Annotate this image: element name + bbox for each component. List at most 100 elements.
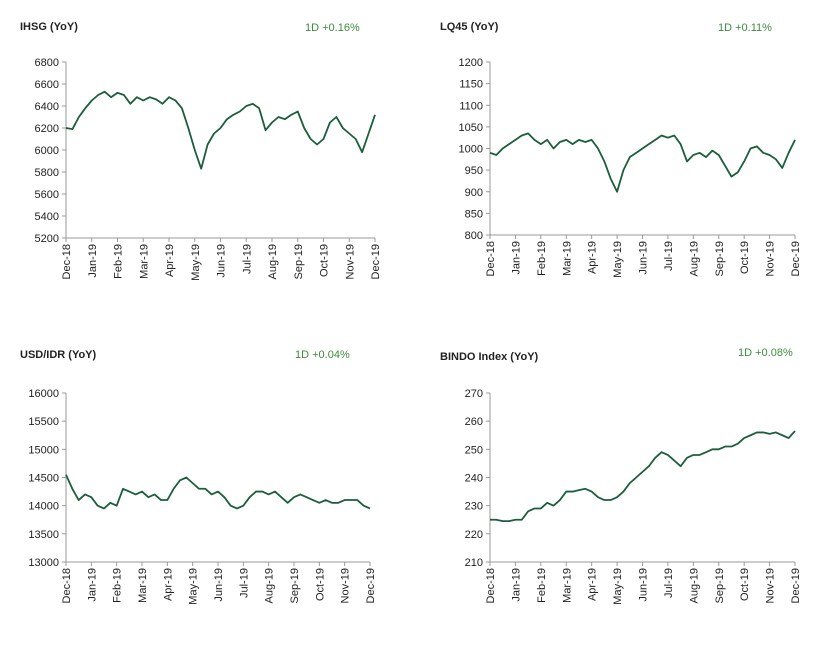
x-tick-label: Dec-19: [790, 241, 802, 276]
x-tick-label: Aug-19: [688, 568, 700, 603]
chart-title: BINDO Index (YoY): [440, 351, 539, 363]
y-tick-label: 6600: [35, 79, 59, 91]
y-tick-label: 1200: [459, 57, 483, 69]
y-tick-label: 6400: [35, 101, 59, 113]
x-tick-label: Dec-18: [485, 568, 497, 603]
y-tick-label: 240: [465, 473, 483, 485]
y-tick-label: 5400: [35, 211, 59, 223]
x-tick-label: Feb-19: [113, 244, 125, 279]
x-tick-label: Mar-19: [561, 241, 573, 276]
y-tick-label: 6000: [35, 145, 59, 157]
x-tick-label: Dec-19: [365, 568, 377, 603]
y-tick-label: 900: [465, 187, 483, 199]
y-tick-label: 250: [465, 444, 483, 456]
x-tick-label: Feb-19: [112, 568, 124, 603]
x-tick-label: Dec-18: [485, 241, 497, 276]
y-tick-label: 1150: [459, 79, 483, 91]
y-tick-label: 13000: [28, 557, 59, 569]
x-tick-label: Apr-19: [164, 244, 176, 277]
chart-panel: USD/IDR (YoY) 1D +0.04% 13000 13500 14000 145…: [20, 349, 377, 605]
x-tick-label: Apr-19: [587, 241, 599, 274]
y-tick-label: 6200: [35, 123, 59, 135]
x-tick-label: Oct-19: [739, 568, 751, 601]
x-tick-label: Nov-19: [765, 568, 777, 603]
x-tick-label: Mar-19: [137, 568, 149, 603]
x-tick-label: May-19: [612, 241, 624, 278]
y-tick-label: 14000: [28, 501, 59, 513]
y-tick-label: 5800: [35, 167, 59, 179]
x-tick-label: Oct-19: [314, 568, 326, 601]
y-tick-label: 260: [465, 416, 483, 428]
y-tick-label: 1000: [459, 144, 483, 156]
y-tick-label: 950: [465, 165, 483, 177]
x-tick-label: Sep-19: [714, 568, 726, 603]
x-tick-label: Sep-19: [293, 244, 305, 279]
x-tick-label: Nov-19: [344, 244, 356, 279]
y-tick-label: 850: [465, 208, 483, 220]
x-tick-label: Aug-19: [264, 568, 276, 603]
series-line: [65, 90, 376, 170]
change-annotation: 1D +0.04%: [295, 349, 350, 361]
x-tick-label: Jan-19: [510, 241, 522, 275]
chart-title: LQ45 (YoY): [440, 21, 499, 33]
x-tick-label: Apr-19: [162, 568, 174, 601]
x-tick-label: Oct-19: [739, 241, 751, 274]
x-tick-label: Feb-19: [536, 241, 548, 276]
x-tick-label: Aug-19: [267, 244, 279, 279]
y-tick-label: 270: [465, 388, 483, 400]
y-tick-label: 15500: [28, 416, 59, 428]
x-tick-label: Dec-19: [790, 568, 802, 603]
x-tick-label: Mar-19: [561, 568, 573, 603]
x-tick-label: Mar-19: [138, 244, 150, 279]
y-tick-label: 5200: [35, 233, 59, 245]
y-tick-label: 800: [465, 230, 483, 242]
chart-panel: IHSG (YoY) 1D +0.16% 5200 5400 5600 5800 6000 6…: [20, 21, 382, 281]
x-tick-label: May-19: [612, 568, 624, 605]
x-tick-label: Jul-19: [663, 241, 675, 271]
x-tick-label: Jul-19: [238, 568, 250, 598]
series-line: [489, 132, 796, 193]
x-tick-label: Sep-19: [714, 241, 726, 276]
x-tick-label: Dec-18: [61, 244, 73, 279]
y-tick-label: 13500: [28, 529, 59, 541]
x-tick-label: Nov-19: [765, 241, 777, 276]
y-tick-label: 16000: [28, 388, 59, 400]
y-tick-label: 6800: [35, 57, 59, 69]
x-tick-label: Dec-19: [370, 244, 382, 279]
change-annotation: 1D +0.16%: [305, 22, 360, 34]
series-line: [490, 430, 796, 523]
change-annotation: 1D +0.08%: [738, 347, 793, 359]
y-tick-label: 230: [465, 501, 483, 513]
x-tick-label: Dec-18: [61, 568, 73, 603]
change-annotation: 1D +0.11%: [718, 22, 772, 34]
y-tick-label: 1050: [459, 122, 483, 134]
chart-title: IHSG (YoY): [20, 21, 78, 33]
x-tick-label: Jun-19: [638, 568, 650, 602]
chart-title: USD/IDR (YoY): [20, 349, 97, 361]
chart-panel: LQ45 (YoY) 1D +0.11% 800 850 900 950 1000 1050 1…: [440, 21, 802, 278]
y-tick-label: 220: [465, 529, 483, 541]
x-tick-label: May-19: [188, 568, 200, 605]
x-tick-label: Jun-19: [638, 241, 650, 275]
x-tick-label: Jun-19: [213, 568, 225, 602]
y-tick-label: 210: [465, 557, 483, 569]
y-tick-label: 5600: [35, 189, 59, 201]
y-tick-label: 14500: [28, 473, 59, 485]
x-tick-label: Jan-19: [86, 568, 98, 602]
x-tick-label: May-19: [190, 244, 202, 281]
series-line: [65, 474, 371, 510]
x-tick-label: Aug-19: [688, 241, 700, 276]
x-tick-label: Oct-19: [319, 244, 331, 277]
x-tick-label: Jan-19: [510, 568, 522, 602]
chart-panel: BINDO Index (YoY) 1D +0.08% 210 220 230 240 25…: [440, 347, 802, 605]
x-tick-label: Apr-19: [587, 568, 599, 601]
x-tick-label: Jun-19: [216, 244, 228, 278]
y-tick-label: 1100: [459, 100, 483, 112]
x-tick-label: Jan-19: [87, 244, 99, 278]
x-tick-label: Jul-19: [241, 244, 253, 274]
x-tick-label: Nov-19: [340, 568, 352, 603]
x-tick-label: Jul-19: [663, 568, 675, 598]
x-tick-label: Sep-19: [289, 568, 301, 603]
x-tick-label: Feb-19: [536, 568, 548, 603]
